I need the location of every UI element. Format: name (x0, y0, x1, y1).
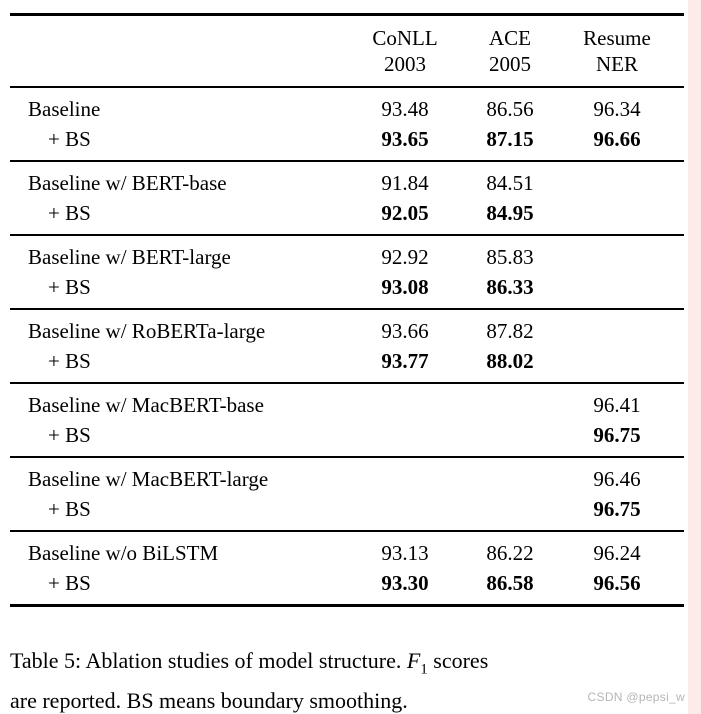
table-row: + BS 93.65 87.15 96.66 (10, 124, 684, 154)
score-cell (470, 420, 550, 450)
csdn-watermark: CSDN @pepsi_w (587, 690, 685, 704)
table-row: + BS 96.75 (10, 420, 684, 450)
score-cell: 93.66 (381, 319, 429, 343)
caption-text: scores (427, 648, 489, 673)
table-group-roberta-large: Baseline w/ RoBERTa-large 93.66 87.82 + … (10, 310, 684, 384)
caption-text-line2: are reported. BS means boundary smoothin… (10, 688, 408, 714)
score-cell (340, 390, 470, 420)
table-row: Baseline w/ RoBERTa-large 93.66 87.82 (10, 316, 684, 346)
score-cell: 88.02 (486, 349, 534, 373)
row-label: Baseline w/ BERT-large (28, 245, 231, 269)
table-row: Baseline w/ MacBERT-large 96.46 (10, 464, 684, 494)
column-header-line: CoNLL (372, 26, 438, 50)
score-cell: 92.92 (381, 245, 429, 269)
ablation-table: CoNLL 2003 ACE 2005 Resume NER Baseline … (10, 13, 684, 607)
table-row: Baseline w/o BiLSTM 93.13 86.22 96.24 (10, 538, 684, 568)
score-cell (340, 494, 470, 524)
score-cell: 96.46 (593, 467, 641, 491)
column-header-line: 2003 (384, 52, 426, 76)
row-label: + BS (48, 423, 91, 447)
score-cell: 87.15 (486, 127, 534, 151)
score-cell: 96.24 (593, 541, 641, 565)
score-cell: 96.34 (593, 97, 641, 121)
score-cell: 93.30 (381, 571, 429, 595)
score-cell: 86.56 (486, 97, 534, 121)
row-label: + BS (48, 127, 91, 151)
row-label: Baseline w/ MacBERT-base (28, 393, 264, 417)
f1-math-subscript: 1 (420, 661, 428, 678)
table-group-bert-large: Baseline w/ BERT-large 92.92 85.83 + BS … (10, 236, 684, 310)
score-cell: 86.33 (486, 275, 534, 299)
score-cell: 85.83 (486, 245, 534, 269)
score-cell: 92.05 (381, 201, 429, 225)
score-cell: 96.75 (593, 423, 641, 447)
column-header-resume-ner: Resume NER (550, 25, 684, 77)
score-cell (550, 242, 684, 272)
score-cell (550, 168, 684, 198)
score-cell (340, 420, 470, 450)
score-cell (470, 390, 550, 420)
table-group-macbert-large: Baseline w/ MacBERT-large 96.46 + BS 96.… (10, 458, 684, 532)
column-header-line: Resume (583, 26, 651, 50)
table-group-no-bilstm: Baseline w/o BiLSTM 93.13 86.22 96.24 + … (10, 532, 684, 607)
column-header-line: NER (596, 52, 638, 76)
table-row: + BS 93.08 86.33 (10, 272, 684, 302)
score-cell (550, 272, 684, 302)
row-label: Baseline w/ BERT-base (28, 171, 227, 195)
f1-math-symbol: F (406, 648, 421, 673)
row-label: Baseline (28, 97, 101, 121)
header-spacer (10, 25, 340, 77)
score-cell: 86.58 (486, 571, 534, 595)
score-cell: 84.51 (486, 171, 534, 195)
row-label: + BS (48, 497, 91, 521)
score-cell (550, 346, 684, 376)
row-label: + BS (48, 349, 91, 373)
score-cell: 93.65 (381, 127, 429, 151)
score-cell: 93.08 (381, 275, 429, 299)
caption-text: Table 5: Ablation studies of model struc… (10, 648, 407, 673)
right-edge-accent-strip (688, 0, 701, 714)
score-cell: 84.95 (486, 201, 534, 225)
column-header-conll-2003: CoNLL 2003 (340, 25, 470, 77)
table-row: Baseline w/ MacBERT-base 96.41 (10, 390, 684, 420)
score-cell: 93.48 (381, 97, 429, 121)
table-group-macbert-base: Baseline w/ MacBERT-base 96.41 + BS 96.7… (10, 384, 684, 458)
score-cell: 86.22 (486, 541, 534, 565)
row-label: + BS (48, 201, 91, 225)
score-cell: 91.84 (381, 171, 429, 195)
score-cell: 87.82 (486, 319, 534, 343)
table-row: + BS 96.75 (10, 494, 684, 524)
table-row: Baseline w/ BERT-large 92.92 85.83 (10, 242, 684, 272)
table-header-row: CoNLL 2003 ACE 2005 Resume NER (10, 16, 684, 88)
score-cell: 96.66 (593, 127, 641, 151)
row-label: + BS (48, 571, 91, 595)
table-group-baseline: Baseline 93.48 86.56 96.34 + BS 93.65 87… (10, 88, 684, 162)
table-group-bert-base: Baseline w/ BERT-base 91.84 84.51 + BS 9… (10, 162, 684, 236)
row-label: Baseline w/ MacBERT-large (28, 467, 269, 491)
table-row: + BS 93.77 88.02 (10, 346, 684, 376)
score-cell: 93.77 (381, 349, 429, 373)
score-cell (550, 316, 684, 346)
score-cell (550, 198, 684, 228)
row-label: + BS (48, 275, 91, 299)
row-label: Baseline w/o BiLSTM (28, 541, 219, 565)
table-row: Baseline w/ BERT-base 91.84 84.51 (10, 168, 684, 198)
score-cell: 96.75 (593, 497, 641, 521)
column-header-ace-2005: ACE 2005 (470, 25, 550, 77)
score-cell (470, 464, 550, 494)
score-cell: 96.41 (593, 393, 641, 417)
column-header-line: 2005 (489, 52, 531, 76)
table-row: + BS 92.05 84.95 (10, 198, 684, 228)
table-row: + BS 93.30 86.58 96.56 (10, 568, 684, 598)
table-row: Baseline 93.48 86.56 96.34 (10, 94, 684, 124)
column-header-line: ACE (489, 26, 531, 50)
row-label: Baseline w/ RoBERTa-large (28, 319, 266, 343)
table-caption: Table 5: Ablation studies of model struc… (10, 645, 678, 714)
score-cell: 96.56 (593, 571, 641, 595)
score-cell (340, 464, 470, 494)
score-cell (470, 494, 550, 524)
score-cell: 93.13 (381, 541, 429, 565)
